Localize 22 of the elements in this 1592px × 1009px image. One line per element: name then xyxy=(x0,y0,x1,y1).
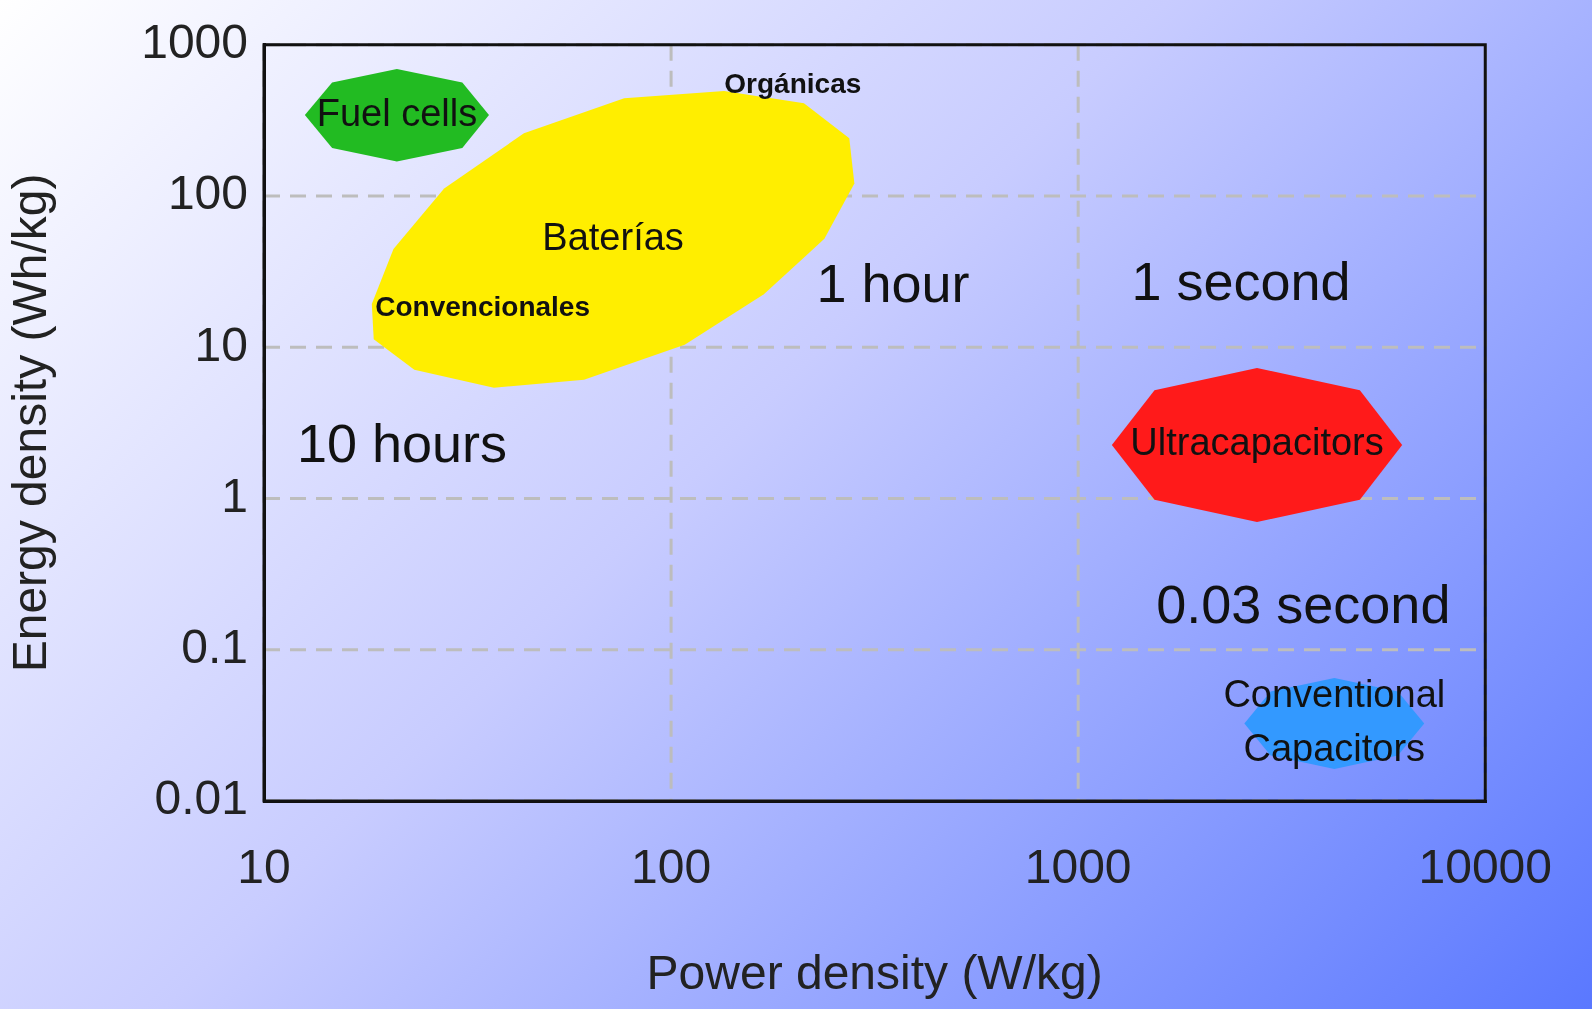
annotation: 0.03 second xyxy=(1156,574,1451,635)
series-label: Baterías xyxy=(542,215,684,258)
annotation: 1 hour xyxy=(816,252,970,313)
x-tick-label: 10 xyxy=(237,840,291,894)
series-label: Conventional Capacitors xyxy=(1223,672,1446,769)
y-tick-label: 0.1 xyxy=(181,619,248,673)
y-tick-label: 1 xyxy=(221,468,248,522)
annotation: 10 hours xyxy=(296,412,508,473)
annotation: Orgánicas xyxy=(724,67,862,99)
series-label: Fuel cells xyxy=(316,91,478,134)
x-tick-label: 1000 xyxy=(1024,840,1132,894)
y-tick-label: 0.01 xyxy=(154,771,248,825)
x-axis-title: Power density (W/kg) xyxy=(646,946,1103,1000)
annotation: 1 second xyxy=(1131,251,1351,312)
y-tick-label: 10 xyxy=(194,317,248,371)
x-tick-label: 100 xyxy=(631,840,712,894)
annotation: Convencionales xyxy=(375,290,590,322)
x-tick-label: 10000 xyxy=(1418,840,1552,894)
y-axis-title: Energy density (Wh/kg) xyxy=(3,173,57,673)
y-tick-label: 1000 xyxy=(141,15,248,69)
y-tick-label: 100 xyxy=(167,166,248,220)
series-label: Ultracapacitors xyxy=(1130,421,1384,464)
